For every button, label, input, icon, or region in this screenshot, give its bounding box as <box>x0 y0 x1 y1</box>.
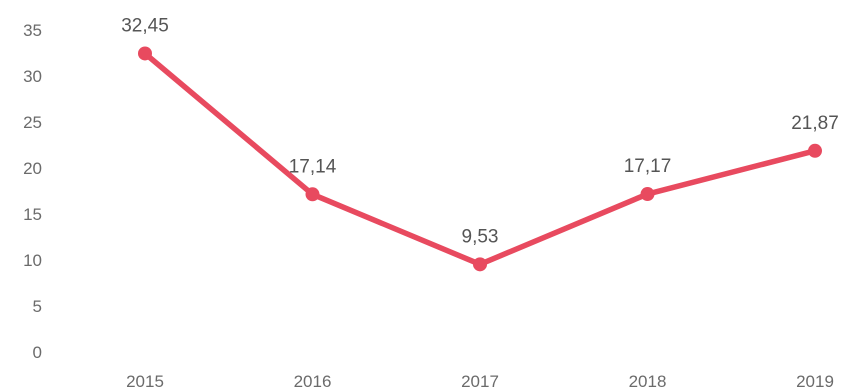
y-tick-label: 5 <box>33 297 42 316</box>
x-axis: 2015 2016 2017 2018 2019 <box>126 372 834 390</box>
data-label: 17,17 <box>624 156 672 177</box>
data-point <box>473 257 487 272</box>
data-point <box>305 187 320 202</box>
x-tick-label: 2015 <box>126 372 164 390</box>
data-label: 17,14 <box>289 156 337 177</box>
y-tick-label: 30 <box>23 67 42 86</box>
x-tick-label: 2019 <box>796 372 834 390</box>
y-tick-label: 0 <box>33 343 42 362</box>
x-tick-label: 2016 <box>294 372 332 390</box>
y-tick-label: 25 <box>23 113 42 132</box>
x-tick-label: 2017 <box>461 372 499 390</box>
data-label: 9,53 <box>462 226 499 247</box>
y-axis: 0 5 10 15 20 25 30 35 <box>23 21 42 362</box>
data-point <box>808 143 822 158</box>
y-tick-label: 20 <box>23 159 42 178</box>
data-label: 21,87 <box>791 113 839 134</box>
data-point <box>138 46 152 61</box>
y-tick-label: 15 <box>23 205 42 224</box>
data-point <box>640 187 655 202</box>
series-layer: 32,45 17,14 9,53 17,17 21,87 <box>121 15 839 272</box>
data-label: 32,45 <box>121 15 169 36</box>
x-tick-label: 2018 <box>629 372 667 390</box>
y-tick-label: 35 <box>23 21 42 40</box>
y-tick-label: 10 <box>23 251 42 270</box>
